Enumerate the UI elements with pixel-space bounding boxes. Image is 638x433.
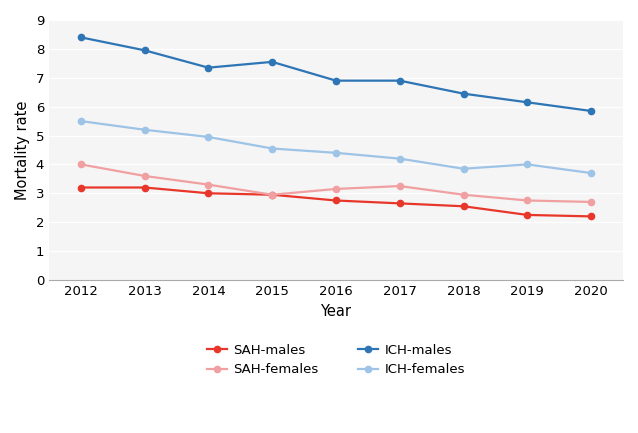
Legend: SAH-males, SAH-females, ICH-males, ICH-females: SAH-males, SAH-females, ICH-males, ICH-f… [202, 339, 470, 381]
Y-axis label: Mortality rate: Mortality rate [15, 100, 30, 200]
X-axis label: Year: Year [320, 304, 352, 319]
